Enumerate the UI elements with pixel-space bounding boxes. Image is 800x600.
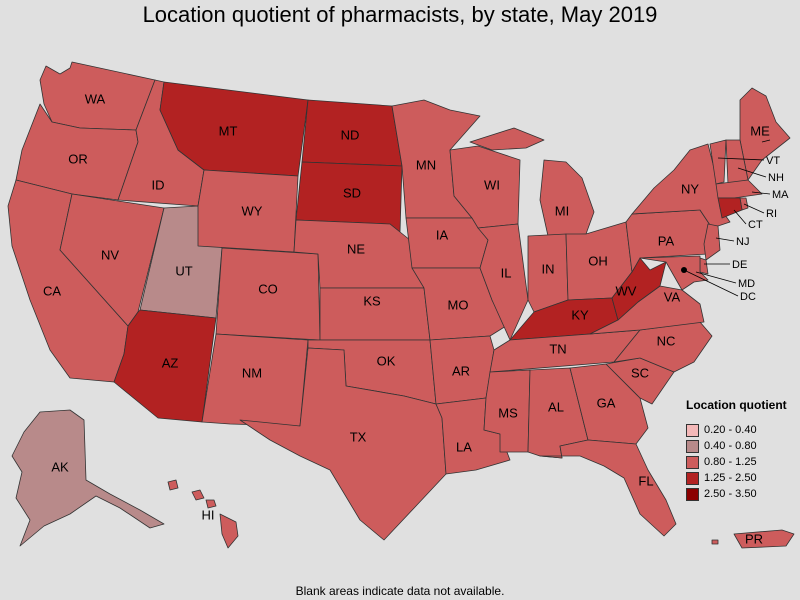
label-IN: IN (542, 261, 555, 276)
label-OK: OK (377, 353, 396, 368)
state-WY[interactable] (197, 169, 299, 253)
state-VT[interactable] (709, 139, 727, 185)
label-CT: CT (748, 219, 763, 231)
legend-item: 0.40 - 0.80 (686, 438, 798, 454)
label-GA: GA (597, 395, 616, 410)
label-ME: ME (750, 123, 770, 138)
legend-swatch (686, 455, 699, 469)
label-AR: AR (452, 363, 470, 378)
label-VA: VA (664, 289, 681, 304)
footnote: Blank areas indicate data not available. (295, 584, 505, 598)
state-HI[interactable] (167, 479, 239, 549)
label-IL: IL (501, 265, 512, 280)
state-DE[interactable] (699, 257, 709, 275)
label-MN: MN (416, 157, 436, 172)
label-MA: MA (772, 189, 789, 201)
legend: Location quotient 0.20 - 0.40 0.40 - 0.8… (686, 398, 798, 502)
legend-label: 0.20 - 0.40 (704, 424, 757, 436)
label-WY: WY (242, 203, 263, 218)
label-RI: RI (766, 208, 777, 220)
label-KS: KS (363, 293, 381, 308)
label-SC: SC (631, 365, 649, 380)
label-MD: MD (738, 278, 755, 290)
state-IL[interactable] (477, 223, 529, 341)
label-MS: MS (498, 405, 518, 420)
label-KY: KY (571, 307, 589, 322)
label-NM: NM (242, 365, 262, 380)
state-FL[interactable] (539, 439, 677, 537)
label-NV: NV (101, 247, 119, 262)
label-SD: SD (343, 185, 361, 200)
map-title: Location quotient of pharmacists, by sta… (142, 2, 658, 27)
label-ND: ND (341, 127, 360, 142)
label-MT: MT (219, 123, 238, 138)
label-WA: WA (85, 91, 106, 106)
label-OR: OR (68, 151, 88, 166)
legend-label: 1.25 - 2.50 (704, 472, 757, 484)
state-IA[interactable] (405, 217, 489, 269)
label-NJ: NJ (736, 236, 749, 248)
state-MI[interactable] (469, 127, 595, 237)
label-PR: PR (745, 531, 763, 546)
label-NE: NE (347, 241, 365, 256)
state-MA[interactable] (715, 179, 763, 199)
label-NY: NY (681, 181, 699, 196)
legend-item: 2.50 - 3.50 (686, 486, 798, 502)
label-OH: OH (588, 253, 608, 268)
label-IA: IA (436, 227, 449, 242)
legend-label: 0.80 - 1.25 (704, 456, 757, 468)
legend-item: 0.20 - 0.40 (686, 422, 798, 438)
label-ID: ID (152, 177, 165, 192)
state-AZ[interactable] (113, 309, 217, 423)
legend-swatch (686, 439, 699, 453)
state-MD[interactable] (639, 255, 709, 291)
label-AZ: AZ (162, 355, 179, 370)
label-CA: CA (43, 283, 61, 298)
label-MO: MO (448, 297, 469, 312)
label-AL: AL (548, 399, 564, 414)
label-MI: MI (555, 203, 569, 218)
state-CT[interactable] (717, 197, 743, 219)
label-WI: WI (484, 177, 500, 192)
label-PA: PA (658, 233, 675, 248)
state-TX[interactable] (239, 347, 447, 541)
label-DC: DC (740, 291, 756, 303)
legend-swatch (686, 487, 699, 501)
state-NJ[interactable] (703, 223, 721, 261)
label-WV: WV (616, 283, 637, 298)
legend-item: 0.80 - 1.25 (686, 454, 798, 470)
legend-label: 0.40 - 0.80 (704, 440, 757, 452)
label-DE: DE (732, 259, 747, 271)
legend-title: Location quotient (686, 398, 787, 412)
label-FL: FL (638, 473, 653, 488)
label-CO: CO (258, 281, 278, 296)
state-PR[interactable] (711, 529, 795, 549)
label-NH: NH (768, 172, 784, 184)
label-TN: TN (549, 341, 566, 356)
leader-lines (683, 139, 771, 297)
legend-label: 2.50 - 3.50 (704, 488, 757, 500)
label-AK: AK (51, 459, 69, 474)
state-AK[interactable] (11, 409, 165, 547)
legend-swatch (686, 423, 699, 437)
label-LA: LA (456, 439, 472, 454)
legend-swatch (686, 471, 699, 485)
label-HI: HI (202, 507, 215, 522)
legend-item: 1.25 - 2.50 (686, 470, 798, 486)
state-labels: WA OR CA ID NV UT AZ MT WY CO NM ND SD N… (43, 91, 789, 546)
label-NC: NC (657, 333, 676, 348)
label-VT: VT (766, 155, 780, 167)
label-UT: UT (175, 263, 192, 278)
label-TX: TX (350, 429, 367, 444)
